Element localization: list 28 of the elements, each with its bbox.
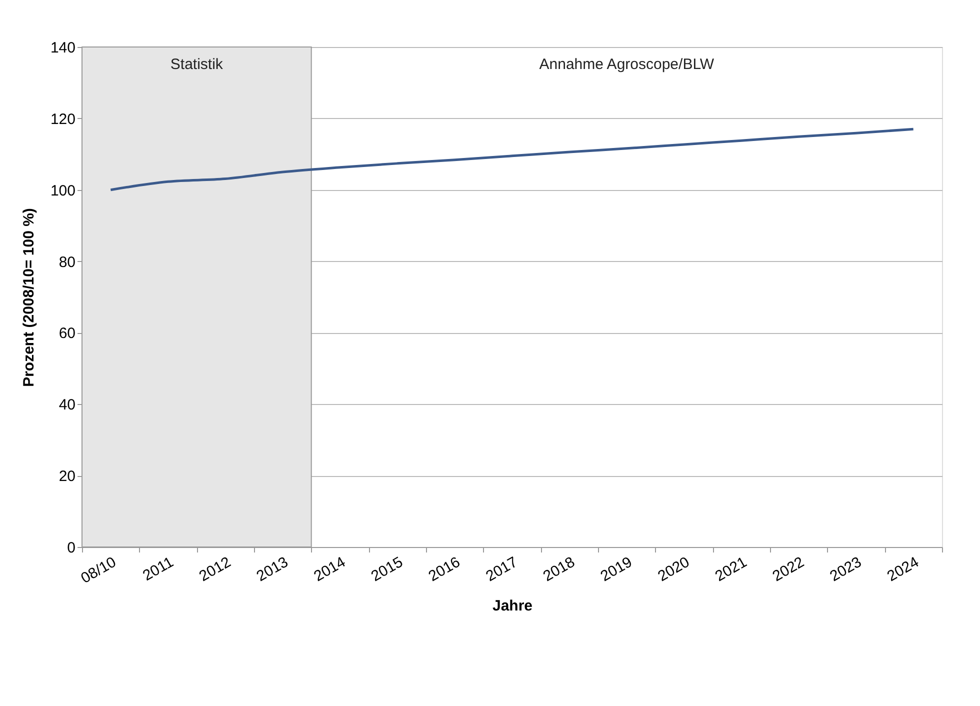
band-label: Statistik bbox=[170, 56, 224, 73]
x-tick-label: 2022 bbox=[770, 554, 808, 586]
y-tick-label: 20 bbox=[58, 468, 76, 486]
x-tick-label: 2012 bbox=[196, 554, 234, 586]
x-tick-label: 08/10 bbox=[78, 554, 120, 588]
x-tick-label: 2013 bbox=[254, 554, 292, 586]
y-tick-label: 100 bbox=[50, 182, 76, 200]
y-tick-label: 80 bbox=[58, 254, 76, 271]
y-tick-label: 60 bbox=[58, 325, 76, 342]
x-tick-label: 2014 bbox=[311, 554, 348, 586]
x-tick-label: 2024 bbox=[884, 554, 922, 586]
x-axis-title: Jahre bbox=[492, 597, 533, 614]
y-axis-title: Prozent (2008/10= 100 %) bbox=[20, 208, 38, 387]
line-series bbox=[109, 128, 915, 192]
x-tick-label: 2016 bbox=[426, 554, 464, 586]
x-tick-label: 2023 bbox=[827, 554, 864, 586]
x-tick-label: 2011 bbox=[140, 554, 176, 584]
x-tick-label: 2017 bbox=[483, 554, 520, 586]
annotation: Annahme Agroscope/BLW bbox=[539, 56, 715, 73]
y-tick-label: 120 bbox=[50, 110, 76, 128]
y-tick-label: 40 bbox=[58, 396, 76, 414]
x-tick-label: 2020 bbox=[655, 554, 692, 586]
y-tick-label: 140 bbox=[50, 40, 76, 56]
x-tick-label: 2021 bbox=[712, 554, 750, 586]
y-tick-label: 0 bbox=[67, 540, 76, 556]
x-tick-label: 2018 bbox=[540, 554, 578, 586]
x-tick-label: 2015 bbox=[368, 554, 406, 586]
x-tick-label: 2019 bbox=[598, 554, 636, 586]
